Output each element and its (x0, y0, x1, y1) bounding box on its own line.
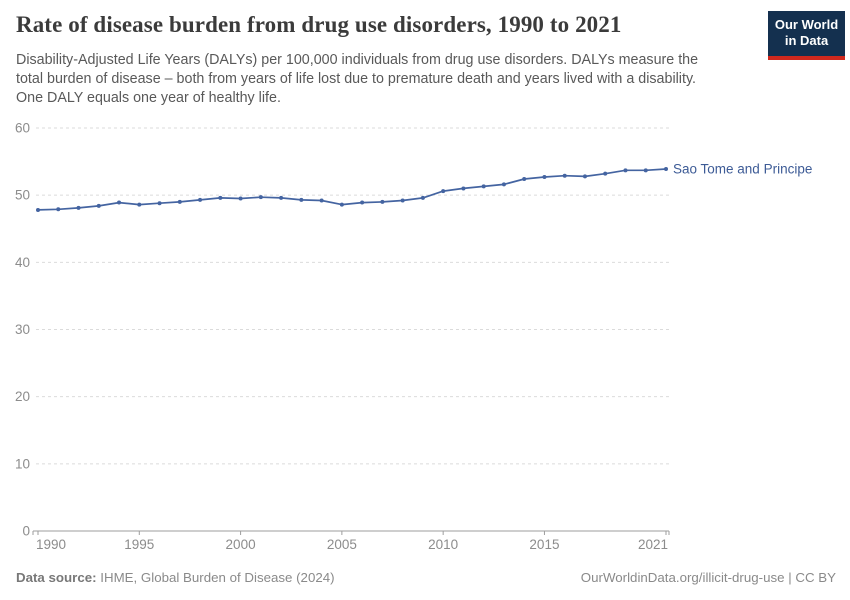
data-point-1992[interactable] (76, 205, 81, 210)
data-point-2008[interactable] (400, 198, 405, 203)
entity-label[interactable]: Sao Tome and Principe (673, 161, 812, 176)
data-point-2007[interactable] (380, 199, 385, 204)
y-tick-label-60: 60 (15, 121, 30, 136)
data-point-2016[interactable] (562, 173, 567, 178)
data-point-2005[interactable] (339, 202, 344, 207)
x-tick-label-1990: 1990 (36, 537, 66, 552)
data-point-1995[interactable] (137, 202, 142, 207)
credit-link[interactable]: OurWorldinData.org/illicit-drug-use | CC… (580, 570, 836, 585)
data-point-2002[interactable] (279, 195, 284, 200)
data-point-2018[interactable] (603, 171, 608, 176)
data-source-label: Data source: (16, 570, 97, 585)
data-point-2019[interactable] (623, 168, 628, 173)
x-tick-label-2015: 2015 (529, 537, 559, 552)
data-point-2006[interactable] (360, 200, 365, 205)
owid-logo: Our World in Data (768, 11, 845, 60)
x-tick-label-2000: 2000 (226, 537, 256, 552)
data-point-2003[interactable] (299, 197, 304, 202)
chart-subtitle: Disability-Adjusted Life Years (DALYs) p… (16, 52, 699, 106)
data-point-1997[interactable] (177, 199, 182, 204)
x-tick-label-2021: 2021 (638, 537, 668, 552)
data-source-value: IHME, Global Burden of Disease (2024) (100, 570, 335, 585)
data-point-1998[interactable] (198, 197, 203, 202)
series-line[interactable] (37, 168, 667, 211)
data-point-1994[interactable] (117, 200, 122, 205)
y-tick-label-10: 10 (15, 456, 30, 471)
chart-footer: Data source: IHME, Global Burden of Dise… (16, 570, 836, 585)
x-tick-label-2010: 2010 (428, 537, 458, 552)
data-point-2012[interactable] (481, 184, 486, 189)
data-point-2010[interactable] (441, 189, 446, 194)
owid-logo-line2: in Data (784, 33, 829, 49)
data-point-2021[interactable] (664, 166, 668, 171)
data-source: Data source: IHME, Global Burden of Dise… (16, 570, 335, 585)
data-point-1991[interactable] (56, 207, 61, 212)
data-point-2001[interactable] (258, 195, 263, 200)
y-tick-label-50: 50 (15, 188, 30, 203)
data-point-1999[interactable] (218, 195, 223, 200)
data-point-1996[interactable] (157, 201, 162, 206)
data-point-1990[interactable] (36, 207, 40, 212)
data-point-2020[interactable] (643, 168, 648, 173)
data-point-2011[interactable] (461, 186, 466, 191)
y-tick-label-20: 20 (15, 389, 30, 404)
data-point-2015[interactable] (542, 175, 547, 180)
data-point-2000[interactable] (238, 196, 243, 201)
y-tick-label-40: 40 (15, 255, 30, 270)
data-point-2014[interactable] (522, 177, 527, 182)
x-tick-label-1995: 1995 (124, 537, 154, 552)
owid-logo-line1: Our World (774, 17, 839, 32)
data-point-2004[interactable] (319, 198, 324, 203)
data-point-2017[interactable] (582, 174, 587, 179)
page-title: Rate of disease burden from drug use dis… (16, 12, 622, 37)
data-point-2009[interactable] (420, 195, 425, 200)
data-point-1993[interactable] (96, 203, 101, 208)
y-tick-label-0: 0 (22, 524, 30, 539)
x-tick-label-2005: 2005 (327, 537, 357, 552)
y-tick-label-30: 30 (15, 322, 30, 337)
data-point-2013[interactable] (501, 182, 506, 187)
